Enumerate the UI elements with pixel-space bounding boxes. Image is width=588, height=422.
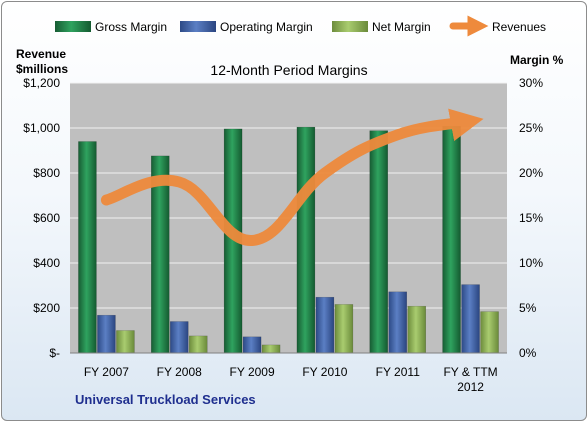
- bar-operating-margin-1: [170, 321, 189, 354]
- left-axis-title-line1: Revenue: [16, 47, 66, 61]
- legend-swatch-net-margin: [332, 21, 368, 32]
- bars: [78, 125, 499, 354]
- right-tick-label-2: 10%: [519, 256, 543, 270]
- left-tick-label-3: $600: [33, 211, 60, 225]
- bar-operating-margin-4: [388, 291, 407, 354]
- legend-label-net-margin: Net Margin: [372, 20, 431, 34]
- category-label-0: FY 2007: [84, 365, 129, 379]
- legend-label-revenues: Revenues: [492, 20, 546, 34]
- bar-gross-margin-5: [442, 125, 461, 354]
- right-axis-title: Margin %: [510, 53, 564, 67]
- left-tick-label-1: $200: [33, 301, 60, 315]
- bar-operating-margin-3: [315, 296, 335, 354]
- category-labels: FY 2007 FY 2008 FY 2009 FY 2010 FY 2011 FY & …: [84, 365, 498, 394]
- legend-item-revenues: Revenues: [449, 15, 546, 37]
- right-tick-label-1: 5%: [519, 301, 537, 315]
- right-tick-label-6: 30%: [519, 76, 543, 90]
- left-tick-label-2: $400: [33, 256, 60, 270]
- left-axis-title-line2: $millions: [16, 62, 68, 76]
- legend-swatch-operating-margin: [180, 21, 216, 32]
- left-tick-label-5: $1,000: [23, 121, 60, 135]
- bar-operating-margin-0: [97, 314, 116, 354]
- left-tick-label-0: $-: [49, 346, 60, 360]
- bar-net-margin-2: [261, 344, 281, 354]
- legend-label-gross-margin: Gross Margin: [95, 20, 167, 34]
- legend-item-net-margin: Net Margin: [332, 20, 431, 34]
- category-label-2: FY 2009: [230, 365, 275, 379]
- right-axis-ticks: 0% 5% 10% 15% 20% 25% 30%: [519, 76, 543, 360]
- right-tick-label-0: 0%: [519, 346, 537, 360]
- bar-gross-margin-4: [369, 130, 388, 354]
- bar-gross-margin-3: [296, 126, 316, 354]
- left-tick-label-6: $1,200: [23, 76, 60, 90]
- category-label-3: FY 2010: [302, 365, 347, 379]
- category-label-4: FY 2011: [376, 365, 421, 379]
- legend-swatch-gross-margin: [55, 21, 91, 32]
- bar-operating-margin-5: [461, 284, 480, 354]
- legend-label-operating-margin: Operating Margin: [220, 20, 313, 34]
- bar-net-margin-3: [334, 304, 354, 354]
- legend: Gross Margin Operating Margin Net Margin…: [55, 15, 546, 37]
- bar-net-margin-0: [116, 330, 135, 354]
- bar-operating-margin-2: [242, 336, 262, 354]
- legend-item-gross-margin: Gross Margin: [55, 20, 167, 34]
- bar-net-margin-1: [189, 335, 208, 354]
- legend-item-operating-margin: Operating Margin: [180, 20, 313, 34]
- category-label-5: FY & TTM 2012: [443, 365, 497, 394]
- category-label-1: FY 2008: [157, 365, 202, 379]
- revenue-line-layer: [100, 108, 484, 246]
- right-tick-label-4: 20%: [519, 166, 543, 180]
- left-axis-ticks: $- $200 $400 $600 $800 $1,000 $1,200: [23, 76, 60, 360]
- bar-net-margin-4: [407, 305, 426, 354]
- right-tick-label-5: 25%: [519, 121, 543, 135]
- bar-net-margin-5: [480, 311, 499, 354]
- company-name: Universal Truckload Services: [75, 392, 256, 407]
- right-tick-label-3: 15%: [519, 211, 543, 225]
- left-tick-label-4: $800: [33, 166, 60, 180]
- chart-title: 12-Month Period Margins: [210, 62, 367, 78]
- bar-gross-margin-0: [78, 141, 97, 354]
